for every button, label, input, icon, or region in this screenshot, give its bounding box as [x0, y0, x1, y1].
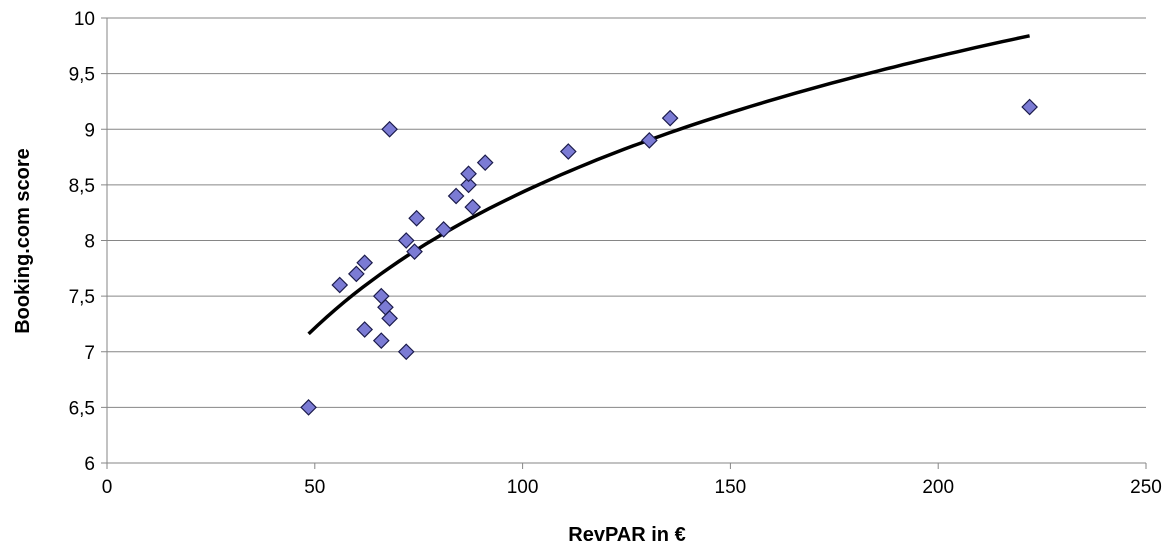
data-point	[641, 132, 658, 149]
y-tick-label: 6,5	[69, 398, 95, 419]
y-tick-labels: 6 6,5 7 7,5 8 8,5 9 9,5 10	[69, 9, 95, 475]
y-tick-label: 10	[74, 9, 95, 30]
data-point	[300, 399, 317, 416]
x-tick-label: 200	[922, 477, 954, 498]
x-tick-label: 250	[1130, 477, 1162, 498]
x-tick-labels: 0 50 100 150 200 250	[102, 477, 1162, 498]
data-point	[372, 332, 390, 349]
grid-lines	[101, 17, 1147, 469]
y-tick-label: 9,5	[69, 65, 95, 86]
x-tick-label: 50	[304, 477, 325, 498]
data-point	[348, 265, 365, 283]
data-point	[356, 321, 374, 338]
data-point	[435, 221, 452, 238]
y-tick-label: 9	[84, 120, 95, 141]
data-point	[476, 154, 494, 171]
y-tick-label: 8,5	[69, 176, 95, 197]
data-point	[356, 254, 374, 272]
data-point	[408, 209, 425, 227]
data-point	[397, 232, 415, 249]
data-point	[447, 187, 465, 205]
x-tick-label: 150	[715, 477, 747, 498]
data-point	[464, 198, 482, 216]
y-axis-title: Booking.com score	[12, 148, 34, 334]
y-tick-label: 8	[84, 232, 95, 253]
data-point	[460, 165, 477, 183]
data-point	[381, 120, 398, 138]
x-axis-title: RevPAR in €	[568, 524, 685, 546]
y-tick-label: 7	[84, 343, 95, 364]
data-point	[331, 276, 349, 294]
data-points	[300, 98, 1038, 416]
data-point	[381, 310, 398, 327]
data-point	[397, 343, 415, 361]
data-point	[661, 109, 679, 127]
y-tick-label: 7,5	[69, 287, 95, 308]
axes	[106, 18, 1146, 464]
trendline	[307, 34, 1030, 336]
data-point	[1021, 98, 1038, 116]
data-point	[460, 176, 477, 194]
data-point	[559, 143, 577, 160]
x-tick-label: 0	[102, 477, 113, 498]
y-tick-label: 6	[84, 454, 95, 475]
x-tick-label: 100	[507, 477, 539, 498]
data-point	[406, 243, 423, 260]
